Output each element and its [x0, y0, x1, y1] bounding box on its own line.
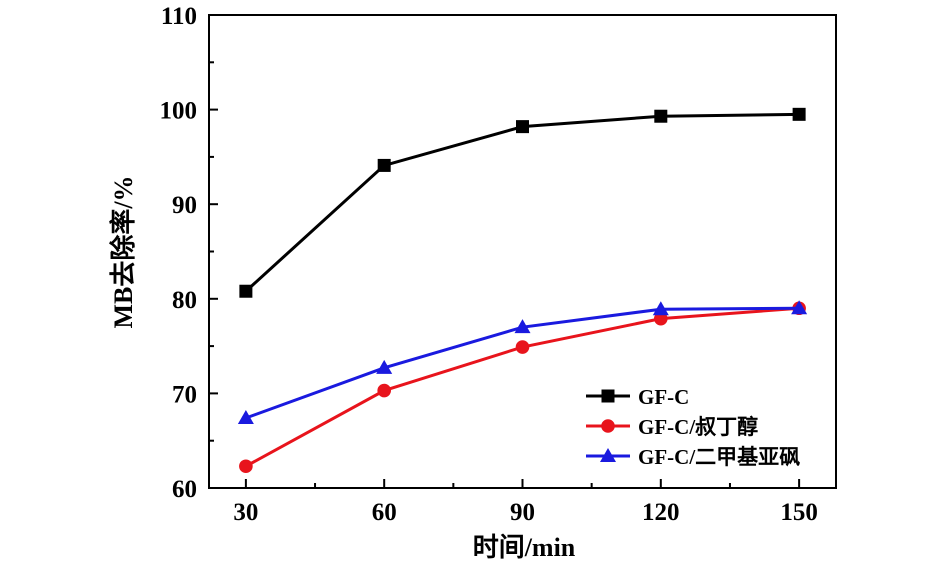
series-line — [244, 112, 800, 293]
data-point — [237, 409, 254, 424]
y-tick-label: 70 — [172, 381, 197, 408]
data-point — [791, 300, 808, 315]
legend-label: GF-C — [638, 385, 689, 409]
x-tick-label: 150 — [780, 499, 818, 526]
data-point — [239, 284, 253, 298]
x-tick-label: 30 — [233, 499, 258, 526]
data-point — [376, 359, 393, 374]
series-layer — [237, 107, 808, 474]
x-tick-label: 90 — [510, 499, 535, 526]
data-point — [377, 383, 391, 398]
axis-ticks: 60 70 80 90 100 110 30 60 90 120 150 — [160, 3, 818, 526]
data-point — [514, 319, 531, 334]
legend-marker — [601, 419, 615, 433]
y-tick-label: 110 — [161, 3, 197, 30]
legend-marker — [600, 448, 616, 462]
data-point — [654, 311, 668, 326]
data-point — [654, 109, 668, 123]
data-point — [792, 107, 806, 121]
y-tick-label: 100 — [160, 98, 198, 125]
series-3 — [237, 300, 808, 424]
legend-label: GF-C/叔丁醇 — [638, 415, 758, 439]
y-axis-title: MB去除率/% — [108, 175, 138, 328]
data-point — [516, 120, 529, 134]
x-axis-title: 时间/min — [473, 533, 576, 562]
data-point — [239, 459, 253, 474]
y-tick-label: 80 — [172, 287, 197, 314]
x-tick-label: 60 — [372, 499, 397, 526]
y-tick-label: 90 — [172, 192, 197, 219]
legend: GF-C GF-C/叔丁醇 GF-C/二甲基亚砜 — [586, 385, 800, 469]
y-tick-label: 60 — [172, 476, 197, 503]
data-point — [515, 340, 530, 354]
x-tick-label: 120 — [642, 499, 680, 526]
data-point — [652, 301, 669, 316]
legend-label: GF-C/二甲基亚砜 — [638, 445, 800, 469]
legend-marker — [601, 389, 615, 403]
series-1 — [239, 107, 806, 298]
data-point — [377, 158, 391, 172]
